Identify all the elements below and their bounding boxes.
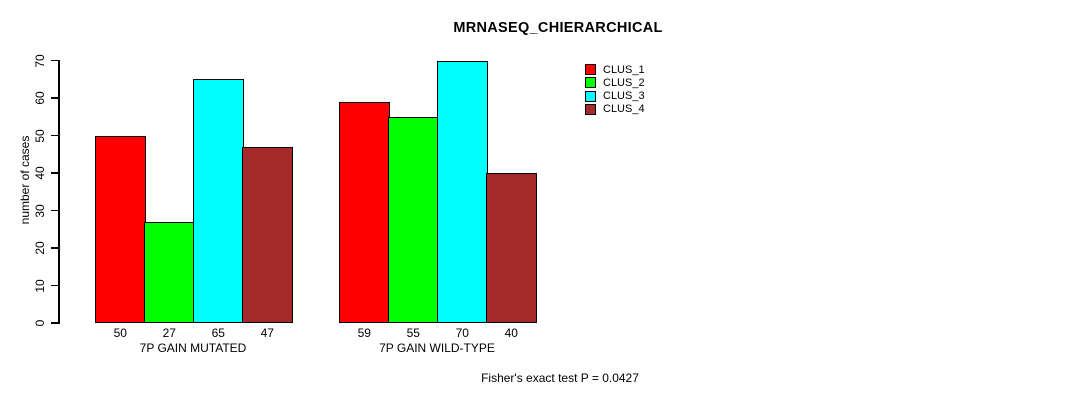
legend-swatch-clus_4 <box>585 103 596 115</box>
bar-clus_3-group1 <box>193 79 244 323</box>
bar-value-label: 47 <box>260 326 274 340</box>
bar-value-label: 55 <box>406 326 420 340</box>
bar-clus_1-group2 <box>339 101 390 323</box>
y-axis-tick <box>50 322 58 324</box>
y-axis-tick <box>50 172 58 174</box>
y-axis-line <box>58 59 60 324</box>
bar-clus_4-group1 <box>242 146 293 323</box>
y-tick-label: 10 <box>33 278 47 293</box>
y-axis-title: number of cases <box>18 135 32 225</box>
y-tick-label: 40 <box>33 166 47 180</box>
legend-swatch-clus_3 <box>585 90 596 102</box>
bar-value-label: 59 <box>357 326 371 340</box>
bar-value-label: 70 <box>455 326 469 340</box>
legend-label-clus_2: CLUS_2 <box>603 76 645 89</box>
bar-clus_1-group1 <box>95 135 146 323</box>
bar-value-label: 27 <box>162 326 176 340</box>
legend-label-clus_3: CLUS_3 <box>603 90 645 103</box>
bar-clus_3-group2 <box>437 60 488 323</box>
chart-title: MRNASEQ_CHIERARCHICAL <box>453 20 663 36</box>
y-tick-label: 70 <box>33 53 47 68</box>
bar-clus_4-group2 <box>486 173 537 323</box>
x-category-label: 7P GAIN MUTATED <box>139 341 247 355</box>
bar-clus_2-group1 <box>144 221 195 323</box>
y-axis-tick <box>50 134 58 137</box>
annotation-text: Fisher's exact test P = 0.0427 <box>481 371 639 385</box>
y-axis-tick <box>50 97 58 99</box>
bar-value-label: 50 <box>113 326 127 340</box>
y-axis-tick <box>50 247 58 249</box>
y-tick-label: 60 <box>33 91 47 105</box>
y-tick-label: 0 <box>33 319 47 327</box>
legend-swatch-clus_1 <box>585 64 596 75</box>
bar-clus_2-group2 <box>388 116 439 323</box>
y-tick-label: 50 <box>33 128 47 143</box>
x-category-label: 7P GAIN WILD-TYPE <box>379 341 495 355</box>
legend-swatch-clus_2 <box>585 77 596 89</box>
bar-value-label: 65 <box>211 326 225 340</box>
y-tick-label: 20 <box>33 241 47 255</box>
legend-label-clus_1: CLUS_1 <box>603 63 645 76</box>
y-tick-label: 30 <box>33 203 47 218</box>
legend-label-clus_4: CLUS_4 <box>603 103 645 116</box>
bar-value-label: 40 <box>504 326 518 340</box>
y-axis-tick <box>50 209 58 212</box>
y-axis-tick <box>50 59 58 62</box>
y-axis-tick <box>50 284 58 287</box>
